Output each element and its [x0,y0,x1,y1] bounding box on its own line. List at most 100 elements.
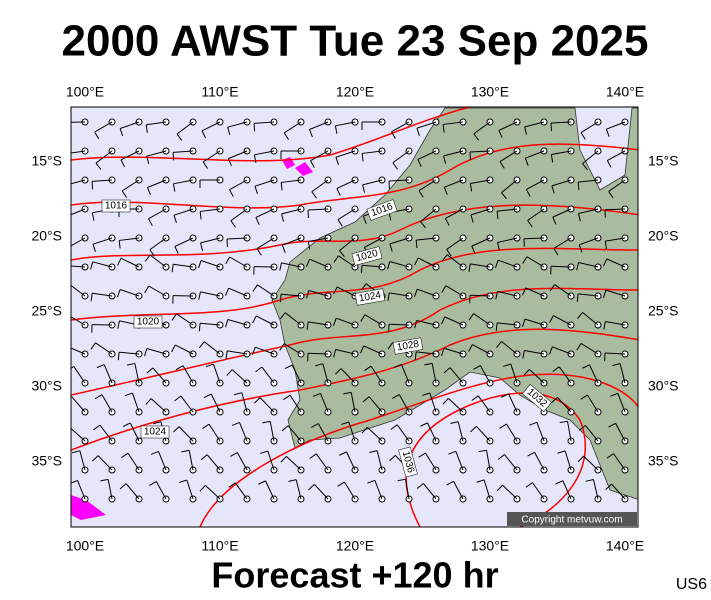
barb-feather [471,245,476,254]
wind-barb [225,350,251,359]
wind-barb [172,176,197,192]
barb-staff [589,364,599,384]
wind-barb [252,284,278,300]
wind-barb [391,118,413,139]
barb-staff [416,121,437,129]
wind-barb [422,392,440,416]
barb-feather [441,285,447,293]
barb-feather [150,450,159,455]
wind-barb [126,362,143,387]
barb-feather [361,427,368,434]
wind-barb [604,350,629,361]
barb-feather [122,422,131,427]
barb-staff [103,364,113,384]
wind-barb [523,368,548,387]
barb-feather [96,364,105,369]
barb-staff [449,367,464,384]
barb-staff [424,452,437,471]
barb-feather [392,394,400,399]
barb-staff [146,121,167,126]
barb-staff [227,350,248,355]
wind-barb [307,205,332,219]
barb-staff [71,427,86,442]
barb-staff [309,121,329,130]
barb-staff [611,483,626,500]
barb-staff [582,150,599,164]
isobar-label: 1028 [392,337,424,355]
barb-staff [119,351,140,355]
barb-staff [176,313,194,326]
wind-barb [441,347,467,358]
wind-barb [336,176,359,196]
barb-staff [446,237,464,250]
wind-barb [281,234,305,253]
barb-feather [145,124,148,133]
wind-barb [503,363,521,387]
barb-feather [117,352,120,361]
barb-feather [360,345,365,354]
barb-staff [77,480,86,500]
wind-barb [443,176,467,195]
barb-staff [554,284,572,297]
barb-staff [119,289,140,297]
barb-staff [497,237,518,243]
barb-feather [522,287,527,296]
wind-barb [415,234,440,249]
wind-barb [606,147,629,168]
barb-staff [443,150,464,157]
barb-feather [152,421,161,425]
wind-barb [306,258,332,271]
barb-feather [145,398,152,405]
wind-barb [360,314,386,329]
barb-feather [144,285,150,294]
wind-barb [393,363,413,387]
isobar-label-box [522,384,552,412]
wind-barb [524,147,548,166]
wind-barb [608,176,629,199]
wind-barb [364,365,386,387]
barb-staff [313,484,329,500]
wind-barb [92,455,116,474]
wind-barb [585,479,602,503]
wind-barb [173,205,197,223]
barb-staff [444,179,464,188]
barb-staff [580,121,599,134]
barb-feather [495,322,498,331]
barb-feather [198,291,201,300]
barb-feather [585,479,594,482]
barb-staff [147,179,167,188]
barb-feather [578,244,583,253]
wind-barb [420,205,440,229]
wind-barb [71,347,89,358]
barb-feather [577,455,584,463]
wind-barb [603,258,629,271]
wind-barb [416,118,440,136]
barb-staff [200,291,221,297]
barb-staff [593,479,599,500]
wind-barb [468,263,494,272]
barb-staff [470,208,491,216]
wind-barb [175,365,197,387]
wind-barb [498,118,521,138]
barb-staff [229,179,248,191]
barb-feather [389,243,393,252]
wind-barb [262,420,278,445]
wind-barb [549,284,575,300]
wind-barb [260,450,278,474]
lon-label: 110°E [201,538,238,554]
barb-feather [280,182,283,191]
barb-staff [152,367,167,384]
wind-barb [446,234,467,257]
barb-feather [119,128,124,137]
barb-feather [524,157,529,166]
barb-staff [269,421,275,442]
barb-staff [578,179,599,183]
barb-feather [230,220,236,228]
barb-staff [343,481,356,500]
wind-barb [149,234,170,257]
barb-staff [120,150,140,161]
barb-staff [619,363,626,384]
wind-barb [118,234,143,249]
wind-barb [117,350,143,361]
barb-feather [281,425,289,432]
